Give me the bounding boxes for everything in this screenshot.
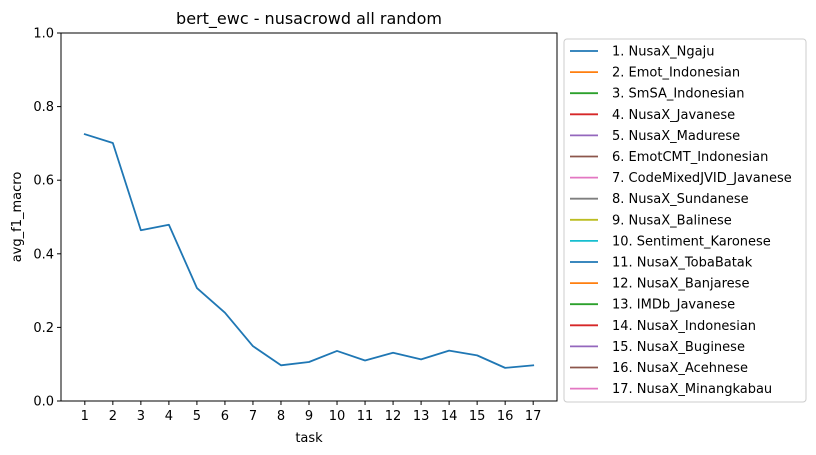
y-axis-label: avg_f1_macro (10, 172, 25, 263)
y-tick-label-4: 0.8 (33, 100, 54, 115)
legend-label-10: 10. Sentiment_Karonese (612, 234, 771, 249)
x-tick-label-8: 9 (305, 409, 313, 424)
x-tick-label-6: 7 (249, 409, 257, 424)
legend-box (563, 38, 807, 403)
y-tick-label-0: 0.0 (33, 395, 54, 410)
x-tick-label-15: 16 (497, 409, 514, 424)
x-tick-label-11: 12 (385, 409, 402, 424)
legend-label-11: 11. NusaX_TobaBatak (612, 256, 753, 271)
x-tick-label-3: 4 (165, 409, 173, 424)
legend-label-1: 1. NusaX_Ngaju (612, 45, 714, 60)
x-tick-label-13: 14 (441, 409, 458, 424)
legend-label-9: 9. NusaX_Balinese (612, 213, 732, 228)
legend-label-2: 2. Emot_Indonesian (612, 66, 740, 81)
y-tick-label-3: 0.6 (33, 174, 54, 189)
chart-title: bert_ewc - nusacrowd all random (176, 9, 442, 29)
legend-label-12: 12. NusaX_Banjarese (612, 277, 749, 292)
legend-label-7: 7. CodeMixedJVID_Javanese (612, 171, 792, 186)
y-tick-label-5: 1.0 (33, 27, 54, 42)
x-tick-label-16: 17 (525, 409, 542, 424)
x-tick-label-1: 2 (109, 409, 117, 424)
x-tick-label-9: 10 (329, 409, 346, 424)
legend-label-15: 15. NusaX_Buginese (612, 340, 745, 355)
legend-label-8: 8. NusaX_Sundanese (612, 192, 749, 207)
x-axis-label: task (295, 431, 323, 446)
y-tick-label-1: 0.2 (33, 321, 54, 336)
legend-label-16: 16. NusaX_Acehnese (612, 361, 748, 376)
x-tick-label-7: 8 (277, 409, 285, 424)
legend-label-4: 4. NusaX_Javanese (612, 108, 735, 123)
y-tick-label-2: 0.4 (33, 247, 54, 262)
series-line-1 (83, 133, 535, 369)
legend-label-3: 3. SmSA_Indonesian (612, 87, 744, 102)
x-tick-label-2: 3 (137, 409, 145, 424)
legend-label-6: 6. EmotCMT_Indonesian (612, 150, 768, 165)
x-tick-label-12: 13 (413, 409, 430, 424)
legend-label-5: 5. NusaX_Madurese (612, 129, 740, 144)
plot-frame (60, 32, 558, 402)
legend-label-13: 13. IMDb_Javanese (612, 298, 735, 313)
x-tick-label-10: 11 (357, 409, 374, 424)
plot-area: 0.00.20.40.60.81.01 2 3 4 5 6 7 8 9 10 11 12 13 14 15 1… (33, 27, 558, 424)
legend: 1. NusaX_Ngaju 2. Emot_Indonesian 3. SmSA_… (563, 38, 807, 403)
x-tick-label-5: 6 (221, 409, 229, 424)
legend-label-14: 14. NusaX_Indonesian (612, 319, 756, 334)
x-tick-label-14: 15 (469, 409, 486, 424)
x-tick-label-4: 5 (193, 409, 201, 424)
x-tick-label-0: 1 (81, 409, 89, 424)
legend-label-17: 17. NusaX_Minangkabau (612, 382, 772, 397)
